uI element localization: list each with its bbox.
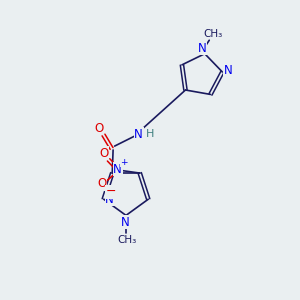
Text: N: N [105,193,114,206]
Text: −: − [106,185,116,198]
Text: N: N [198,42,207,55]
Text: O: O [99,147,108,160]
Text: O: O [94,122,103,135]
Text: CH₃: CH₃ [203,28,223,39]
Text: N: N [134,128,143,141]
Text: N: N [224,64,232,77]
Text: N: N [121,215,130,229]
Text: O: O [98,177,107,190]
Text: N: N [113,163,122,176]
Text: +: + [120,158,128,167]
Text: H: H [146,129,154,140]
Text: CH₃: CH₃ [118,235,137,245]
